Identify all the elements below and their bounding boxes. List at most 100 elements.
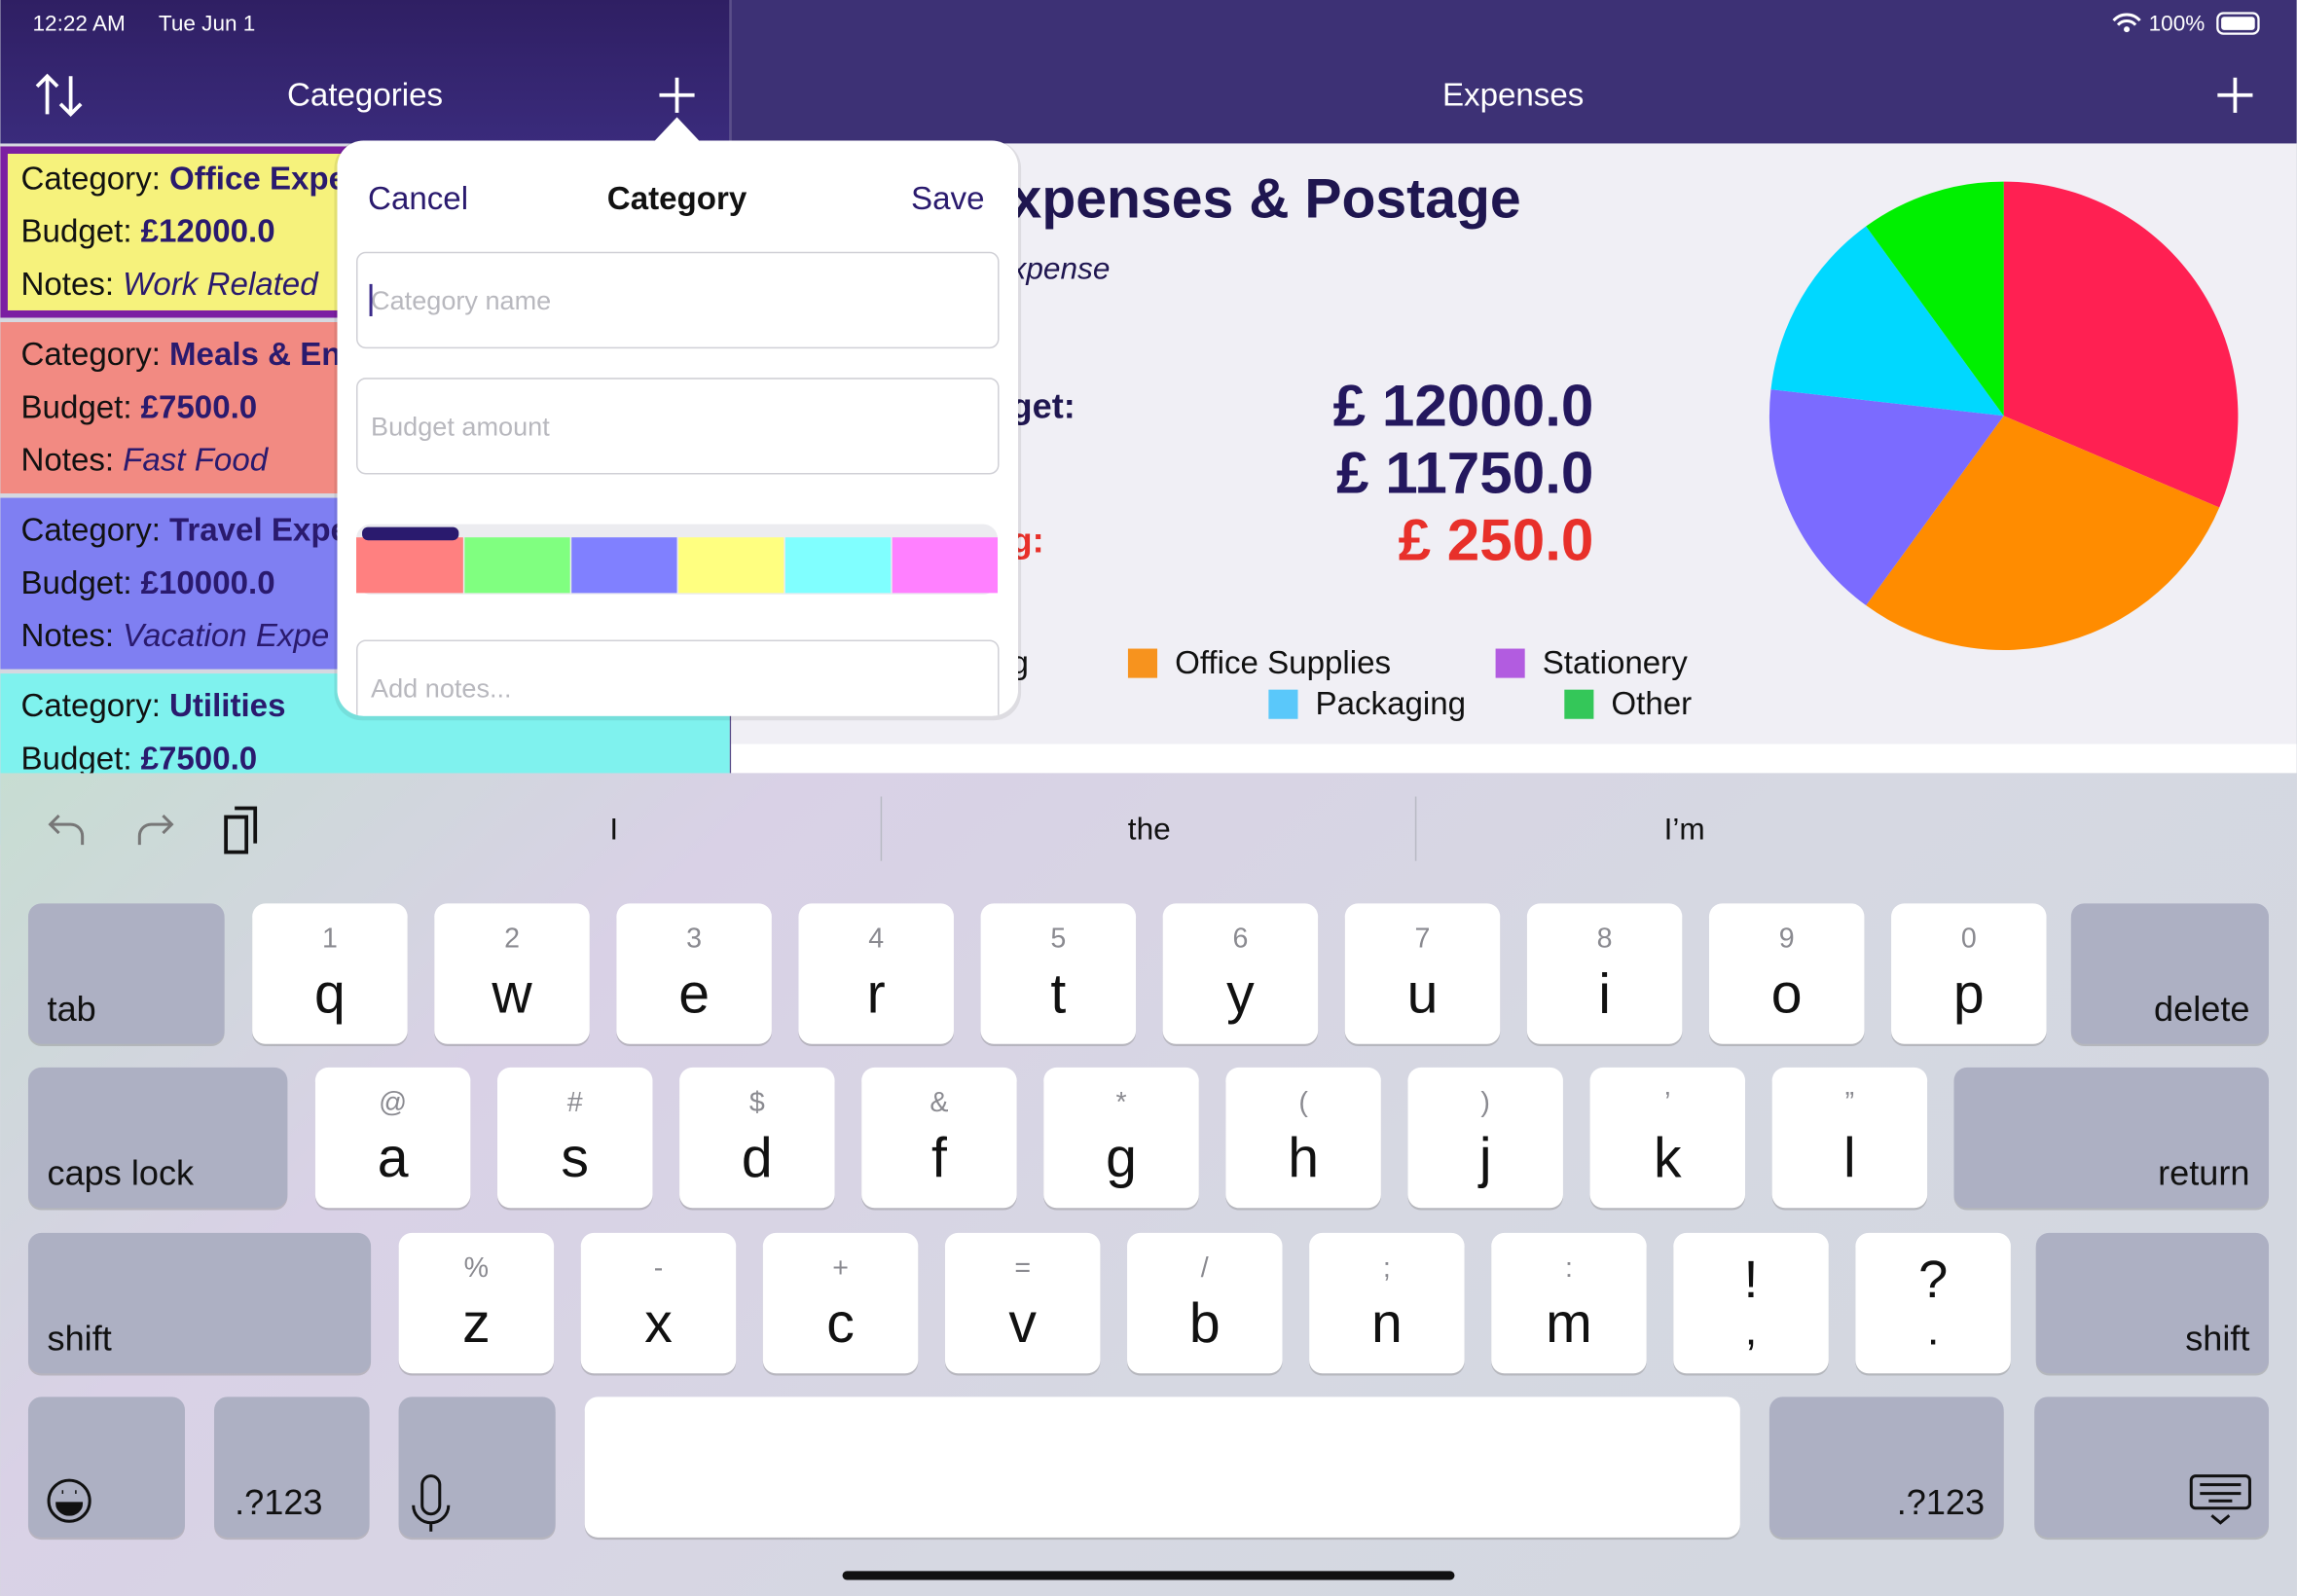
- key[interactable]: [27, 1232, 372, 1374]
- key[interactable]: [1673, 1232, 1829, 1374]
- cancel-button[interactable]: Cancel: [368, 181, 468, 217]
- card-line: Category: Meals & En: [20, 337, 341, 373]
- card-line: Category: Office Expe: [20, 161, 346, 197]
- key[interactable]: [496, 1067, 653, 1209]
- key-lower: ,: [1745, 1305, 1758, 1355]
- color-swatch[interactable]: [464, 537, 570, 594]
- text-cursor: [369, 283, 373, 316]
- color-swatch[interactable]: [571, 537, 677, 594]
- color-swatch[interactable]: [678, 537, 784, 594]
- suggestion-divider: [880, 796, 883, 861]
- card-value: £12000.0: [141, 213, 275, 249]
- key-letter: l: [1843, 1127, 1856, 1189]
- key[interactable]: [762, 1232, 919, 1374]
- card-value: Meals & En: [169, 337, 342, 373]
- color-swatch[interactable]: [356, 537, 463, 594]
- key[interactable]: [679, 1067, 835, 1209]
- redo-button[interactable]: [137, 814, 174, 846]
- card-label: Category:: [20, 161, 160, 197]
- key-letter: x: [644, 1292, 673, 1355]
- status-time: 12:22 AM: [33, 12, 126, 36]
- key[interactable]: [1891, 903, 2047, 1044]
- wifi-icon: [2112, 13, 2141, 26]
- key[interactable]: [1491, 1232, 1647, 1374]
- key[interactable]: [1708, 903, 1865, 1044]
- key[interactable]: [1407, 1067, 1563, 1209]
- card-line: Notes: Work Related: [20, 266, 319, 302]
- key[interactable]: [2034, 1396, 2270, 1538]
- key[interactable]: [1309, 1232, 1465, 1374]
- suggestion[interactable]: the: [1128, 812, 1171, 847]
- key[interactable]: [798, 903, 954, 1044]
- save-button[interactable]: Save: [911, 181, 984, 217]
- key-label: .?123: [235, 1482, 322, 1522]
- key[interactable]: [398, 1232, 555, 1374]
- key[interactable]: [584, 1396, 1740, 1538]
- legend-swatch: [1268, 689, 1298, 719]
- battery-level: [2221, 17, 2255, 30]
- categories-title: Categories: [287, 77, 443, 113]
- key[interactable]: [616, 903, 772, 1044]
- key-hint: $: [749, 1087, 765, 1118]
- key-hint: ’: [1664, 1087, 1670, 1118]
- key[interactable]: [252, 903, 408, 1044]
- key[interactable]: [1043, 1067, 1199, 1209]
- key[interactable]: [1225, 1067, 1381, 1209]
- sort-button[interactable]: [35, 73, 83, 118]
- key[interactable]: [2035, 1232, 2270, 1374]
- emoji-icon: [47, 1478, 91, 1523]
- card-line: Budget: £12000.0: [20, 213, 274, 249]
- card-line: Category: Travel Expe: [20, 512, 347, 548]
- key[interactable]: [1771, 1067, 1928, 1209]
- key-hint: 9: [1779, 923, 1795, 954]
- key[interactable]: [980, 903, 1137, 1044]
- add-expense-button[interactable]: [2217, 77, 2253, 113]
- key[interactable]: [1953, 1067, 2270, 1209]
- key[interactable]: [398, 1396, 556, 1538]
- key-hint: #: [567, 1087, 583, 1118]
- key[interactable]: [1127, 1232, 1283, 1374]
- card-line: Budget: £7500.0: [20, 389, 257, 425]
- key[interactable]: [314, 1067, 471, 1209]
- key[interactable]: [580, 1232, 737, 1374]
- key[interactable]: [1344, 903, 1501, 1044]
- suggestion[interactable]: I’m: [1664, 812, 1705, 847]
- key[interactable]: [434, 903, 590, 1044]
- key[interactable]: [1162, 903, 1319, 1044]
- card-line: Budget: £10000.0: [20, 564, 274, 600]
- text-field[interactable]: [356, 378, 1000, 475]
- key-label: caps lock: [48, 1153, 195, 1193]
- key[interactable]: [1855, 1232, 2011, 1374]
- card-label: Budget:: [20, 389, 131, 425]
- text-field[interactable]: [356, 251, 1000, 349]
- color-swatch[interactable]: [784, 537, 892, 594]
- key[interactable]: [861, 1067, 1017, 1209]
- key-label: .?123: [1897, 1482, 1985, 1522]
- key[interactable]: [27, 903, 225, 1044]
- key[interactable]: [2070, 903, 2270, 1044]
- key-letter: j: [1477, 1127, 1492, 1189]
- card-label: Notes:: [20, 442, 114, 478]
- key[interactable]: [27, 1067, 288, 1209]
- key-letter: o: [1771, 963, 1803, 1026]
- color-swatch[interactable]: [892, 537, 999, 594]
- expenses-title: Expenses: [1442, 77, 1584, 113]
- key[interactable]: [27, 1396, 185, 1538]
- key-letter: d: [742, 1127, 773, 1189]
- add-category-button[interactable]: [659, 77, 695, 113]
- paste-button[interactable]: [224, 806, 258, 854]
- key-letter: n: [1371, 1292, 1403, 1355]
- suggestion[interactable]: I: [609, 812, 618, 847]
- key[interactable]: [1589, 1067, 1746, 1209]
- status-date: Tue Jun 1: [159, 12, 255, 36]
- key[interactable]: [1526, 903, 1683, 1044]
- key[interactable]: [1768, 1396, 2004, 1538]
- text-field[interactable]: [356, 639, 1000, 736]
- card-value: Travel Expe: [169, 512, 348, 548]
- key[interactable]: [214, 1396, 370, 1538]
- undo-button[interactable]: [48, 814, 85, 846]
- key-letter: f: [931, 1127, 947, 1189]
- key[interactable]: [944, 1232, 1101, 1374]
- legend-swatch: [1564, 689, 1594, 719]
